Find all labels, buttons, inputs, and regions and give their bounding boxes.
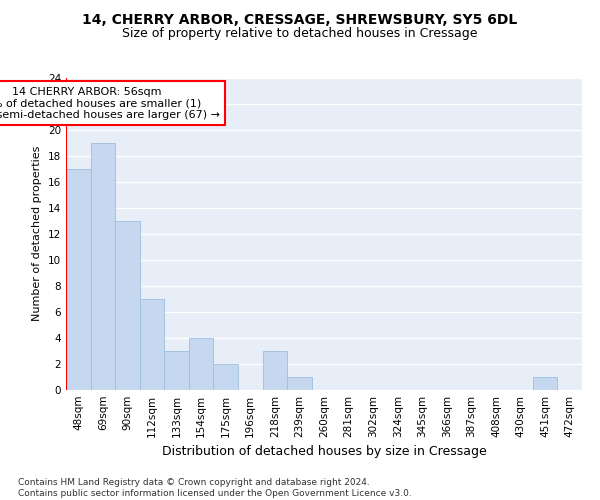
Bar — [287, 377, 312, 390]
Bar — [189, 338, 214, 390]
Bar — [140, 299, 164, 390]
Bar — [164, 351, 189, 390]
X-axis label: Distribution of detached houses by size in Cressage: Distribution of detached houses by size … — [161, 446, 487, 458]
Y-axis label: Number of detached properties: Number of detached properties — [32, 146, 43, 322]
Text: Contains HM Land Registry data © Crown copyright and database right 2024.
Contai: Contains HM Land Registry data © Crown c… — [18, 478, 412, 498]
Text: Size of property relative to detached houses in Cressage: Size of property relative to detached ho… — [122, 28, 478, 40]
Bar — [263, 351, 287, 390]
Bar — [115, 220, 140, 390]
Bar — [66, 168, 91, 390]
Bar — [533, 377, 557, 390]
Text: 14 CHERRY ARBOR: 56sqm
← 1% of detached houses are smaller (1)
97% of semi-detac: 14 CHERRY ARBOR: 56sqm ← 1% of detached … — [0, 86, 220, 120]
Bar — [91, 142, 115, 390]
Text: 14, CHERRY ARBOR, CRESSAGE, SHREWSBURY, SY5 6DL: 14, CHERRY ARBOR, CRESSAGE, SHREWSBURY, … — [82, 12, 518, 26]
Bar — [214, 364, 238, 390]
